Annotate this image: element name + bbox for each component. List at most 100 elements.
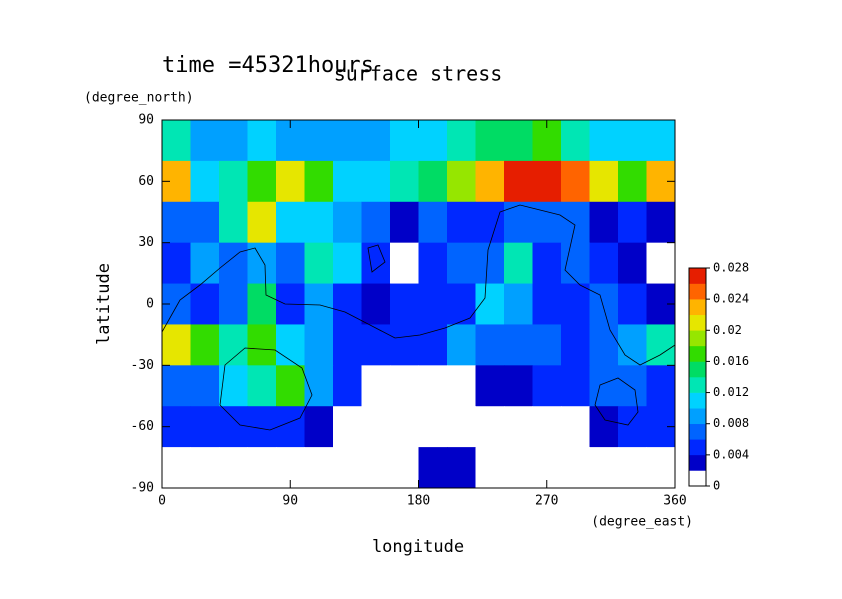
cell bbox=[475, 365, 505, 407]
y-tick-label: 30 bbox=[138, 235, 154, 250]
coastline bbox=[161, 204, 676, 366]
cell bbox=[475, 324, 505, 366]
y-tick-label: -90 bbox=[131, 481, 154, 496]
cell bbox=[561, 120, 590, 162]
cell bbox=[532, 160, 562, 203]
cell bbox=[219, 283, 248, 325]
cell bbox=[361, 160, 391, 203]
cell bbox=[247, 242, 277, 285]
cell bbox=[618, 324, 647, 366]
cell bbox=[190, 201, 220, 244]
cell bbox=[447, 324, 476, 366]
cell bbox=[618, 283, 647, 325]
colorbar-tick-label: 0.008 bbox=[713, 416, 749, 430]
cell bbox=[333, 324, 362, 366]
cell bbox=[418, 120, 448, 162]
cell bbox=[561, 283, 590, 325]
cell bbox=[589, 120, 619, 162]
colorbar-swatch bbox=[689, 392, 706, 409]
colorbar-swatch bbox=[689, 268, 706, 284]
cell bbox=[589, 201, 619, 244]
cell bbox=[418, 324, 448, 366]
cell bbox=[646, 201, 676, 244]
cell bbox=[361, 365, 391, 407]
subtitle: time =45321hours bbox=[162, 53, 374, 78]
cell bbox=[247, 120, 277, 162]
cell bbox=[247, 447, 277, 489]
cell bbox=[390, 365, 419, 407]
colorbar-swatch bbox=[689, 314, 706, 331]
cell bbox=[447, 120, 476, 162]
x-unit: (degree_east) bbox=[591, 515, 693, 530]
cell bbox=[589, 447, 619, 489]
cell bbox=[361, 406, 391, 448]
x-tick-label: 0 bbox=[158, 494, 166, 509]
cell bbox=[646, 365, 676, 407]
cell bbox=[333, 406, 362, 448]
cell bbox=[247, 201, 277, 244]
cell bbox=[162, 365, 191, 407]
cell bbox=[333, 160, 362, 203]
cell bbox=[390, 283, 419, 325]
cell bbox=[361, 242, 391, 285]
cell bbox=[190, 447, 220, 489]
cell bbox=[219, 365, 248, 407]
cell bbox=[190, 365, 220, 407]
cell bbox=[276, 365, 305, 407]
cell bbox=[247, 160, 277, 203]
cell bbox=[589, 283, 619, 325]
cell bbox=[447, 283, 476, 325]
cell bbox=[390, 447, 419, 489]
colorbar-tick-label: 0.024 bbox=[713, 292, 749, 306]
colorbar-swatch bbox=[689, 423, 706, 440]
cell bbox=[418, 242, 448, 285]
cell bbox=[561, 447, 590, 489]
cell bbox=[618, 120, 647, 162]
cell bbox=[504, 120, 533, 162]
cell bbox=[361, 324, 391, 366]
cell bbox=[361, 201, 391, 244]
cell bbox=[504, 365, 533, 407]
cell bbox=[219, 242, 248, 285]
colorbar-tick-label: 0.02 bbox=[713, 323, 742, 337]
cell bbox=[276, 242, 305, 285]
y-tick-label: 0 bbox=[146, 297, 154, 312]
y-tick-label: -60 bbox=[131, 419, 154, 434]
cell bbox=[504, 406, 533, 448]
cell bbox=[390, 201, 419, 244]
cell bbox=[589, 324, 619, 366]
cell bbox=[618, 201, 647, 244]
colorbar-swatch bbox=[689, 377, 706, 393]
coastline bbox=[367, 244, 386, 273]
cell bbox=[361, 447, 391, 489]
cell bbox=[390, 324, 419, 366]
cell bbox=[618, 447, 647, 489]
cell bbox=[504, 283, 533, 325]
cell bbox=[418, 201, 448, 244]
cell bbox=[276, 160, 305, 203]
cell bbox=[333, 365, 362, 407]
cell bbox=[190, 324, 220, 366]
cell bbox=[190, 242, 220, 285]
cell bbox=[418, 447, 448, 489]
colorbar-tick-label: 0.028 bbox=[713, 261, 749, 275]
cell bbox=[561, 365, 590, 407]
cell bbox=[190, 283, 220, 325]
cell bbox=[618, 365, 647, 407]
x-tick-label: 270 bbox=[535, 494, 558, 509]
field bbox=[162, 120, 676, 489]
cell bbox=[304, 406, 334, 448]
colorbar-swatch bbox=[689, 283, 706, 300]
x-tick-label: 90 bbox=[282, 494, 298, 509]
cell bbox=[475, 120, 505, 162]
cell bbox=[418, 406, 448, 448]
colorbar-tick-label: 0 bbox=[713, 479, 720, 493]
cell bbox=[447, 201, 476, 244]
cell bbox=[561, 242, 590, 285]
cell bbox=[618, 406, 647, 448]
cell bbox=[532, 283, 562, 325]
cell bbox=[162, 242, 191, 285]
coastline bbox=[219, 347, 313, 431]
